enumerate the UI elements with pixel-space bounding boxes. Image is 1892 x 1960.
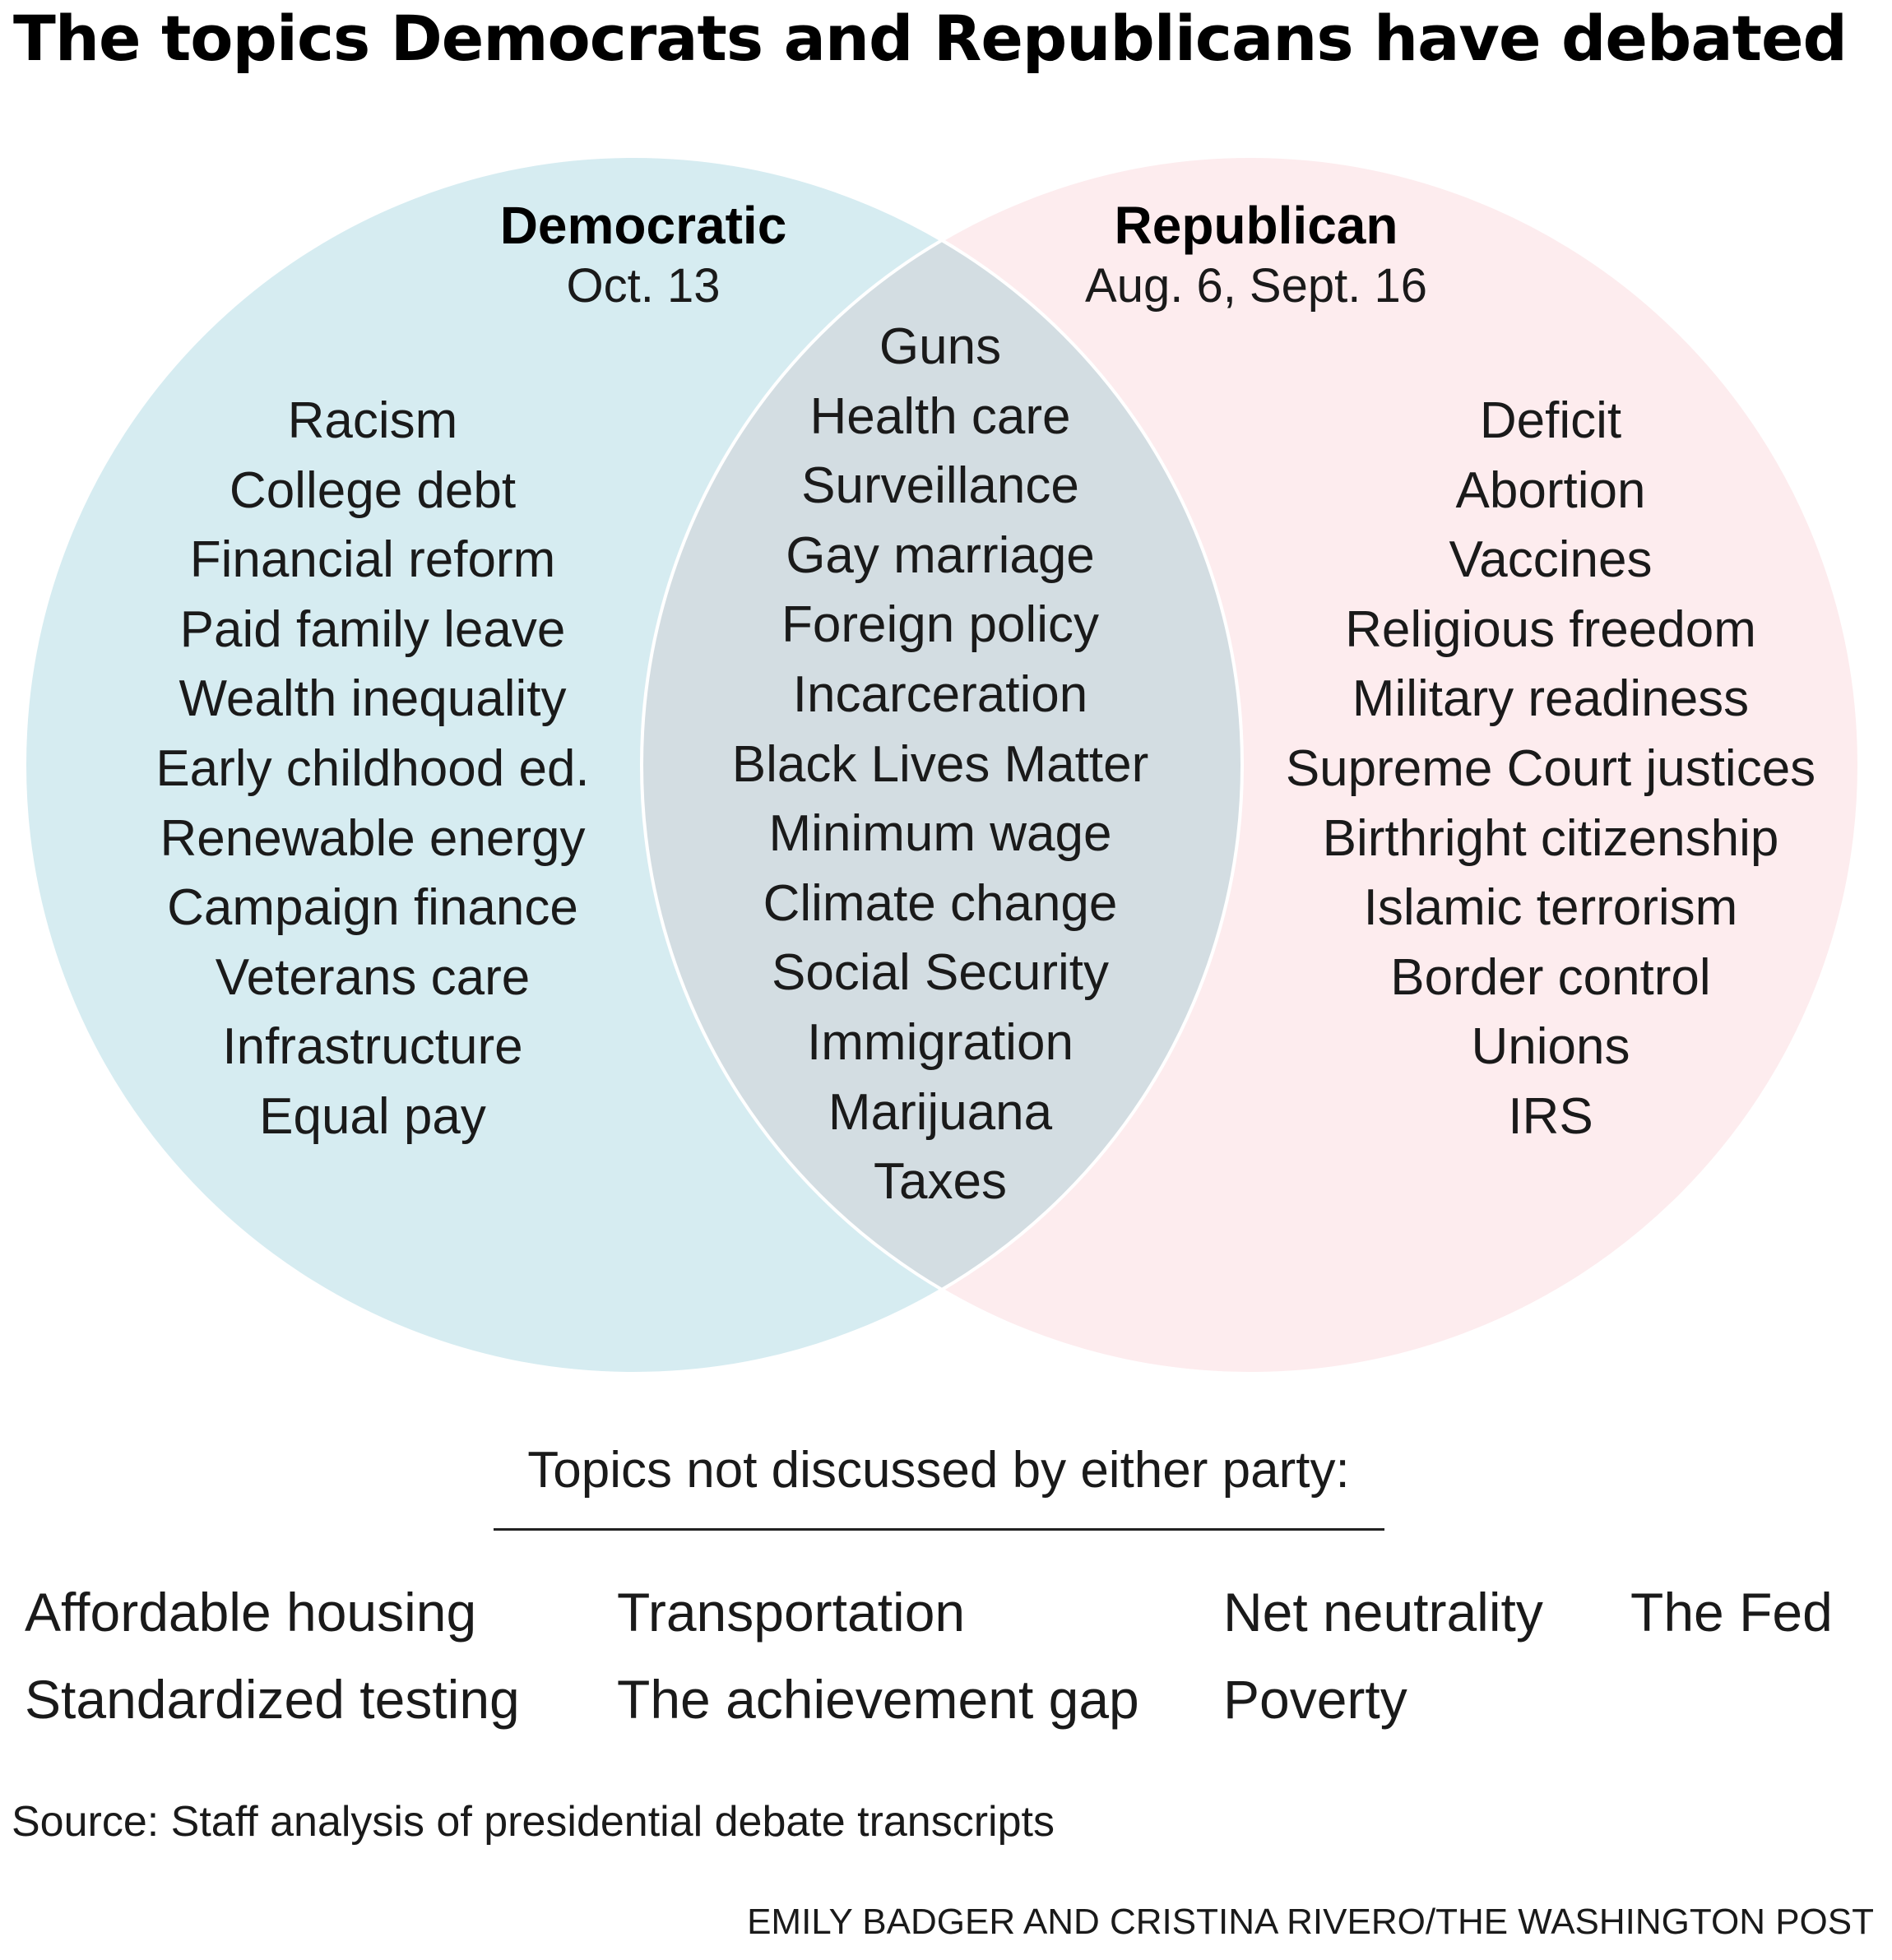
democratic-topic-list: Racism College debt Financial reform Pai… [155,387,589,1152]
shared-topic: Taxes [874,1153,1007,1211]
democratic-topic: Veterans care [215,948,531,1006]
democratic-outline [23,155,1244,1375]
republican-header: Republican Aug. 6, Sept. 16 [1085,196,1427,317]
republican-topic: Border control [1390,948,1711,1006]
republican-topic: Abortion [1455,461,1646,519]
democratic-topic: Racism [287,392,458,449]
overlap-region [642,156,1242,1374]
democratic-topic: Early childhood ed. [155,739,590,797]
shared-topic: Surveillance [801,457,1079,515]
shared-topic: Climate change [763,874,1118,932]
credit-line: EMILY BADGER AND CRISTINA RIVERO/THE WAS… [747,1902,1874,1942]
shared-topic: Marijuana [828,1083,1053,1141]
republican-topic: Unions [1471,1018,1630,1076]
democratic-date: Oct. 13 [566,259,721,313]
democratic-topic: Paid family leave [179,600,566,658]
shared-topic: Incarceration [792,665,1088,723]
neither-topic: The achievement gap [617,1669,1139,1730]
democratic-topic: College debt [229,461,517,519]
democratic-topic: Financial reform [189,531,556,589]
republican-date: Aug. 6, Sept. 16 [1085,259,1427,313]
neither-topic: Standardized testing [25,1669,520,1730]
shared-topic: Health care [809,387,1071,445]
shared-topic: Immigration [807,1013,1074,1071]
neither-topic: Transportation [617,1582,966,1643]
republican-topic: Religious freedom [1345,600,1756,658]
shared-topic: Minimum wage [768,805,1112,863]
source-note: Source: Staff analysis of presidential d… [12,1798,1055,1846]
republican-topic: Military readiness [1352,670,1750,728]
neither-topic: Net neutrality [1223,1582,1543,1643]
democratic-topic: Renewable energy [160,809,586,867]
republican-label: Republican [1114,196,1398,255]
neither-topic: Affordable housing [25,1582,477,1643]
republican-outline [640,155,1861,1375]
republican-topic: Vaccines [1449,531,1653,589]
republican-topic: Islamic terrorism [1363,879,1738,937]
democratic-topic: Wealth inequality [179,670,567,728]
neither-topic: The Fed [1630,1582,1833,1643]
republican-topic: Supreme Court justices [1285,739,1816,797]
republican-topic: Deficit [1479,392,1622,449]
shared-topic: Gay marriage [786,526,1095,584]
republican-topic: IRS [1508,1087,1593,1145]
shared-topic: Black Lives Matter [731,735,1149,793]
shared-topic-list: Guns Health care Surveillance Gay marria… [732,313,1149,1217]
democratic-topic: Campaign finance [167,879,578,937]
chart-title: The topics Democrats and Republicans hav… [13,2,1848,75]
democratic-topic: Infrastructure [222,1018,523,1076]
neither-topic: Poverty [1223,1669,1407,1730]
shared-topic: Social Security [771,944,1110,1002]
neither-heading: Topics not discussed by either party: [527,1442,1350,1499]
republican-topic-list: Deficit Abortion Vaccines Religious free… [1286,387,1815,1152]
republican-topic: Birthright citizenship [1322,809,1779,867]
divider [494,1528,1384,1531]
democratic-topic: Equal pay [259,1087,486,1145]
democratic-header: Democratic Oct. 13 [500,196,787,317]
shared-topic: Foreign policy [781,596,1099,654]
shared-topic: Guns [879,318,1002,375]
democratic-label: Democratic [499,196,787,255]
